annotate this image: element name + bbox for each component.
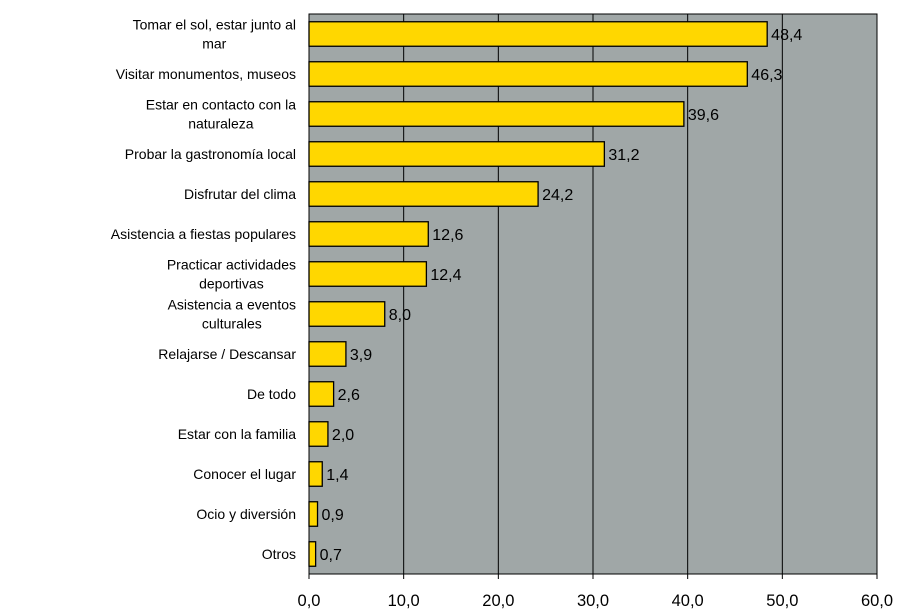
category-label-line: Probar la gastronomía local xyxy=(125,146,296,162)
value-label: 39,6 xyxy=(688,107,719,124)
category-label-line: culturales xyxy=(202,316,262,332)
x-tick-label: 0,0 xyxy=(298,592,321,610)
category-label-line: Asistencia a eventos xyxy=(168,297,296,313)
value-label: 12,6 xyxy=(432,227,463,244)
category-label: Tomar el sol, estar junto al mar xyxy=(133,17,296,52)
category-label-line: Asistencia a fiestas populares xyxy=(111,226,296,242)
category-label-line: Practicar actividades xyxy=(167,257,296,273)
category-label-line: Disfrutar del clima xyxy=(184,186,296,202)
value-label: 1,4 xyxy=(326,467,348,484)
bar xyxy=(308,141,606,167)
bar xyxy=(308,421,329,447)
bar xyxy=(308,261,428,287)
category-label: Visitar monumentos, museos xyxy=(116,66,296,82)
category-label: Relajarse / Descansar xyxy=(158,346,296,362)
category-label-line: Relajarse / Descansar xyxy=(158,346,296,362)
category-label-line: Estar en contacto con la xyxy=(146,97,296,113)
x-tick-label: 30,0 xyxy=(577,592,609,610)
value-label: 2,6 xyxy=(338,387,360,404)
value-labels: 48,4 46,3 39,6 31,2 24,2 12,6 12,4 8,0 3,9 2,6 2,0… xyxy=(320,27,803,564)
category-label-line: Conocer el lugar xyxy=(193,466,296,482)
value-label: 2,0 xyxy=(332,427,354,444)
category-label-line: mar xyxy=(202,36,226,52)
bar xyxy=(308,301,386,327)
category-label: De todo xyxy=(247,386,296,402)
x-tick-label: 20,0 xyxy=(482,592,514,610)
category-label: Asistencia a eventos culturales xyxy=(168,297,296,332)
bar xyxy=(308,101,685,127)
category-label-line: De todo xyxy=(247,386,296,402)
bar xyxy=(308,221,429,247)
bar xyxy=(308,341,347,367)
value-label: 46,3 xyxy=(751,67,782,84)
bar xyxy=(308,541,317,567)
plot-border xyxy=(308,13,878,575)
category-label-line: Estar con la familia xyxy=(178,426,296,442)
category-label: Estar en contacto con la naturaleza xyxy=(146,97,296,132)
value-label: 8,0 xyxy=(389,307,411,324)
x-tick-label: 50,0 xyxy=(766,592,798,610)
value-label: 0,9 xyxy=(322,507,344,524)
category-label: Asistencia a fiestas populares xyxy=(111,226,296,242)
value-label: 0,7 xyxy=(320,547,342,564)
category-label-line: Tomar el sol, estar junto al xyxy=(133,17,296,33)
category-label: Otros xyxy=(262,546,296,562)
category-label: Practicar actividades deportivas xyxy=(167,257,296,292)
category-label-line: Ocio y diversión xyxy=(196,506,296,522)
bar xyxy=(308,181,539,207)
x-tick-label: 60,0 xyxy=(861,592,893,610)
category-labels: Tomar el sol, estar junto al mar Visitar m… xyxy=(111,17,297,563)
x-tick-label: 10,0 xyxy=(388,592,420,610)
bar xyxy=(308,21,768,47)
category-label-line: deportivas xyxy=(199,276,264,292)
category-label: Conocer el lugar xyxy=(193,466,296,482)
x-tick-label: 40,0 xyxy=(672,592,704,610)
value-label: 24,2 xyxy=(542,187,573,204)
value-label: 48,4 xyxy=(771,27,802,44)
value-label: 3,9 xyxy=(350,347,372,364)
value-label: 31,2 xyxy=(608,147,639,164)
value-label: 12,4 xyxy=(430,267,461,284)
category-label-line: Otros xyxy=(262,546,296,562)
x-axis-ticks: 0,0 10,0 20,0 30,0 40,0 50,0 60,0 xyxy=(298,574,893,610)
bar xyxy=(308,61,748,87)
category-label-line: Visitar monumentos, museos xyxy=(116,66,296,82)
bar xyxy=(308,461,323,487)
bar xyxy=(308,501,319,527)
category-label: Probar la gastronomía local xyxy=(125,146,296,162)
bar xyxy=(308,381,335,407)
category-label: Disfrutar del clima xyxy=(184,186,296,202)
category-label: Ocio y diversión xyxy=(196,506,296,522)
category-label-line: naturaleza xyxy=(188,116,254,132)
category-label: Estar con la familia xyxy=(178,426,296,442)
